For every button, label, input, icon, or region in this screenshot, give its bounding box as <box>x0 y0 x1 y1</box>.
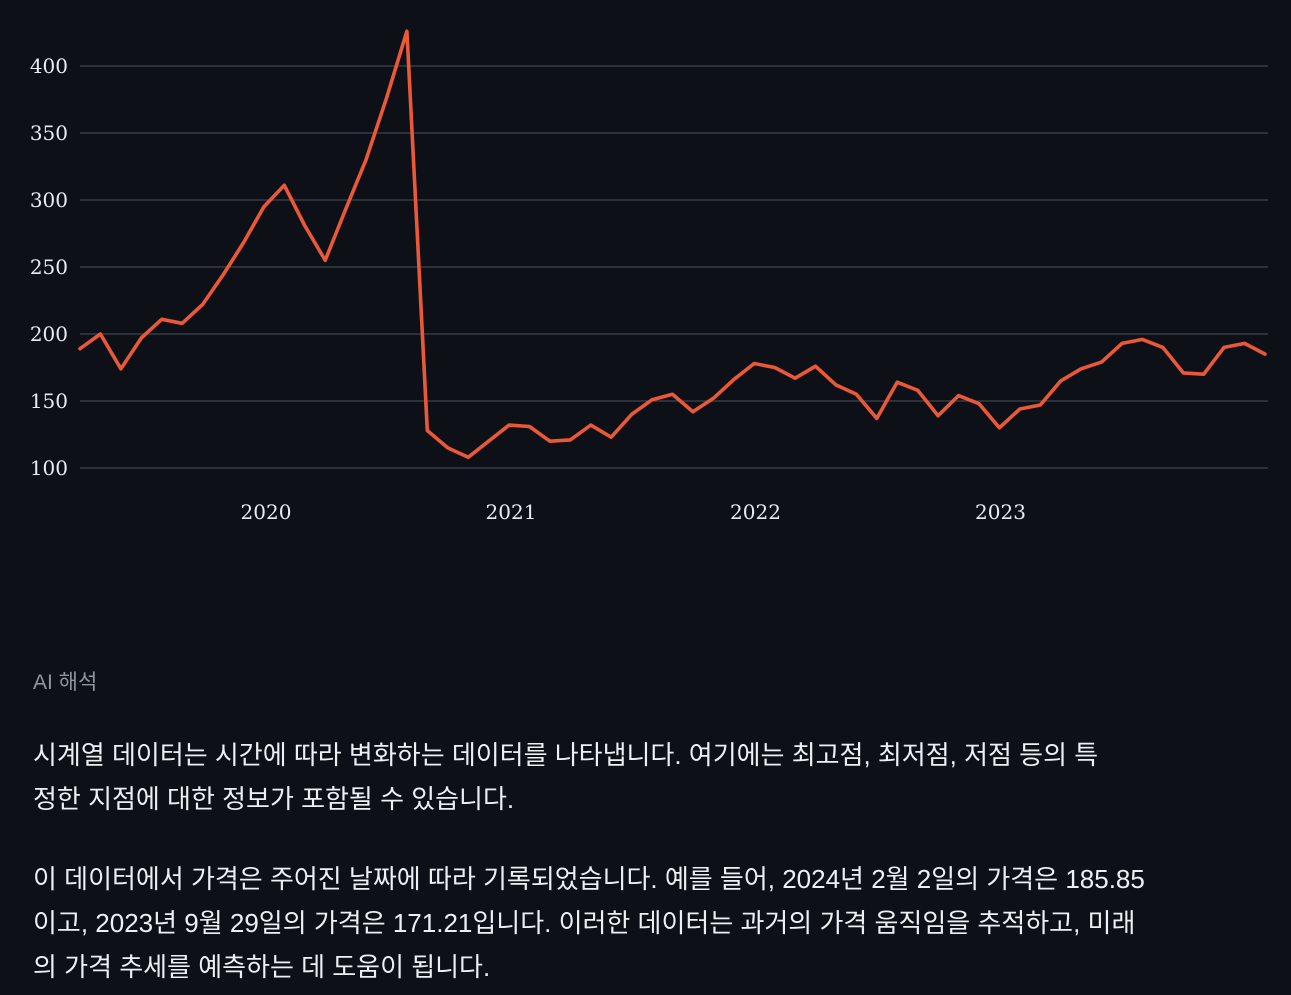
y-tick-label: 300 <box>30 188 68 212</box>
paragraph-line: 이 데이터에서 가격은 주어진 날짜에 따라 기록되었습니다. 예를 들어, 2… <box>33 864 1145 894</box>
price-line-series <box>78 29 1267 460</box>
price-chart: 100 150 200 250 300 350 400 2020 2021 2022 2023 <box>30 29 1268 524</box>
y-tick-label: 150 <box>30 389 68 413</box>
y-tick-label: 100 <box>30 456 68 480</box>
y-tick-label: 350 <box>30 121 68 145</box>
paragraph-line: 의 가격 추세를 예측하는 데 도움이 됩니다. <box>33 952 491 982</box>
ai-paragraph-2: 이 데이터에서 가격은 주어진 날짜에 따라 기록되었습니다. 예를 들어, 2… <box>33 857 1259 989</box>
paragraph-line: 정한 지점에 대한 정보가 포함될 수 있습니다. <box>33 784 515 814</box>
time-series-chart-panel: 100 150 200 250 300 350 400 2020 2021 2022 2023 <box>30 29 1268 524</box>
x-tick-label: 2022 <box>730 500 781 524</box>
x-tick-label: 2021 <box>486 500 537 524</box>
ai-paragraph-1: 시계열 데이터는 시간에 따라 변화하는 데이터를 나타냅니다. 여기에는 최고… <box>33 733 1259 821</box>
x-tick-label: 2020 <box>241 500 292 524</box>
y-tick-label: 250 <box>30 255 68 279</box>
x-tick-label: 2023 <box>975 500 1026 524</box>
y-tick-label: 400 <box>30 54 68 78</box>
ai-interpretation-section: AI 해석 시계열 데이터는 시간에 따라 변화하는 데이터를 나타냅니다. 여… <box>33 670 1259 989</box>
paragraph-line: 이고, 2023년 9월 29일의 가격은 171.21입니다. 이러한 데이터… <box>33 908 1136 938</box>
ai-interpretation-heading: AI 해석 <box>33 671 98 694</box>
y-tick-label: 200 <box>30 322 68 346</box>
paragraph-line: 시계열 데이터는 시간에 따라 변화하는 데이터를 나타냅니다. 여기에는 최고… <box>33 740 1099 770</box>
